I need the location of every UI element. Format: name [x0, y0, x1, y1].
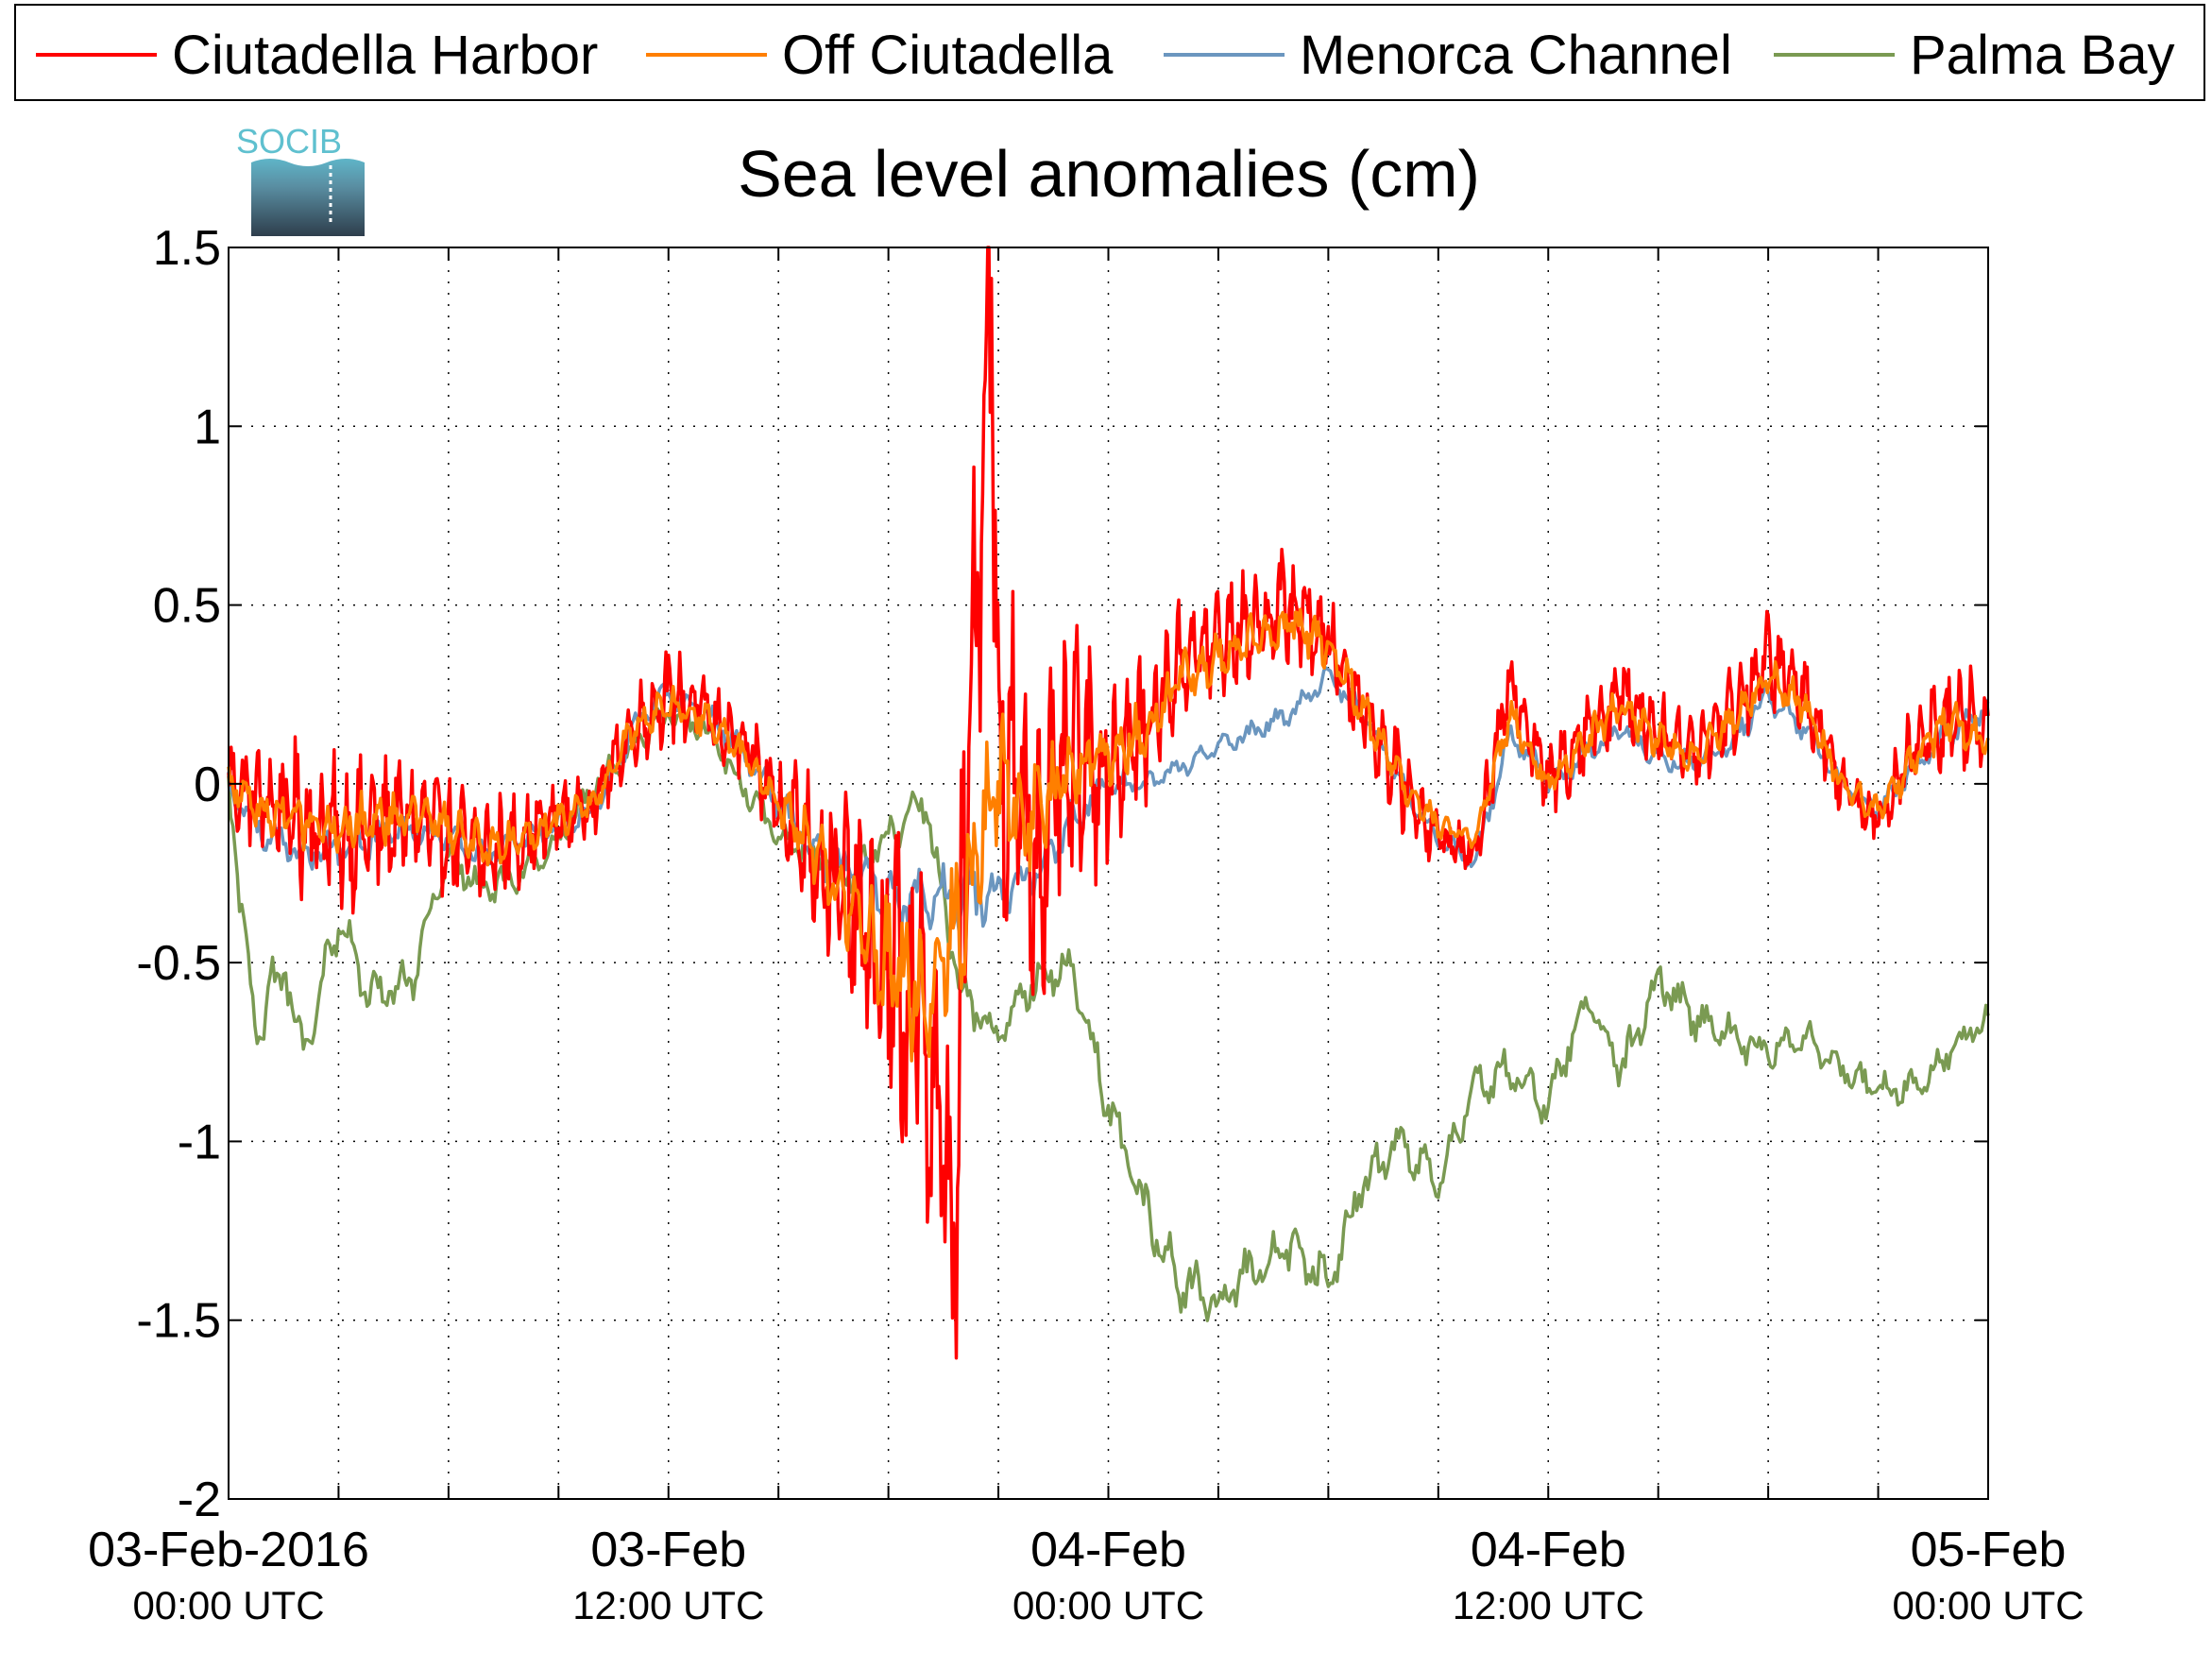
y-tick-label: 1 — [194, 400, 221, 454]
x-tick-label-time: 00:00 UTC — [1892, 1583, 2084, 1627]
series-line-ciutadella-harbor — [227, 246, 1990, 1360]
x-tick-label-date: 03-Feb-2016 — [88, 1523, 369, 1577]
y-tick-labels: -2 -1.5 -1 -0.5 0 0.5 1 1.5 — [136, 221, 221, 1527]
chart-title: Sea level anomalies (cm) — [738, 137, 1480, 211]
x-tick-label-time: 12:00 UTC — [572, 1583, 764, 1627]
plot-area — [227, 246, 1990, 1500]
x-tick-labels: 03-Feb-2016 00:00 UTC 03-Feb 12:00 UTC 04-Fe… — [88, 1523, 2084, 1627]
x-tick-label-time: 12:00 UTC — [1453, 1583, 1644, 1627]
axis-ticks — [228, 247, 1989, 1500]
y-tick-label: -0.5 — [136, 936, 221, 991]
x-tick-label-date: 04-Feb — [1030, 1523, 1186, 1577]
legend-label: Ciutadella Harbor — [172, 25, 598, 86]
y-tick-label: -1 — [178, 1115, 221, 1169]
y-tick-label: 0 — [194, 758, 221, 812]
grid-lines — [229, 247, 1988, 1499]
series-line-palma-bay — [227, 707, 1990, 1322]
legend-label: Menorca Channel — [1300, 25, 1732, 86]
series-line-off-ciutadella — [227, 607, 1990, 1063]
x-tick-label-time: 00:00 UTC — [1012, 1583, 1204, 1627]
legend: Ciutadella Harbor Off Ciutadella Menorca C… — [14, 4, 2205, 101]
legend-label: Off Ciutadella — [782, 25, 1114, 86]
series-layer — [227, 246, 1990, 1360]
y-tick-label: 0.5 — [153, 579, 221, 634]
logo-wave — [251, 159, 365, 236]
y-tick-label: 1.5 — [153, 221, 221, 276]
x-tick-label-time: 00:00 UTC — [132, 1583, 324, 1627]
x-tick-label-date: 05-Feb — [1911, 1523, 2067, 1577]
x-tick-label-date: 03-Feb — [590, 1523, 746, 1577]
y-tick-label: -2 — [178, 1473, 221, 1527]
y-tick-label: -1.5 — [136, 1294, 221, 1349]
socib-logo: SOCIB — [236, 122, 365, 236]
x-tick-label-date: 04-Feb — [1471, 1523, 1626, 1577]
legend-label: Palma Bay — [1910, 25, 2174, 86]
legend-box — [14, 4, 2205, 101]
logo-text: SOCIB — [236, 122, 342, 161]
